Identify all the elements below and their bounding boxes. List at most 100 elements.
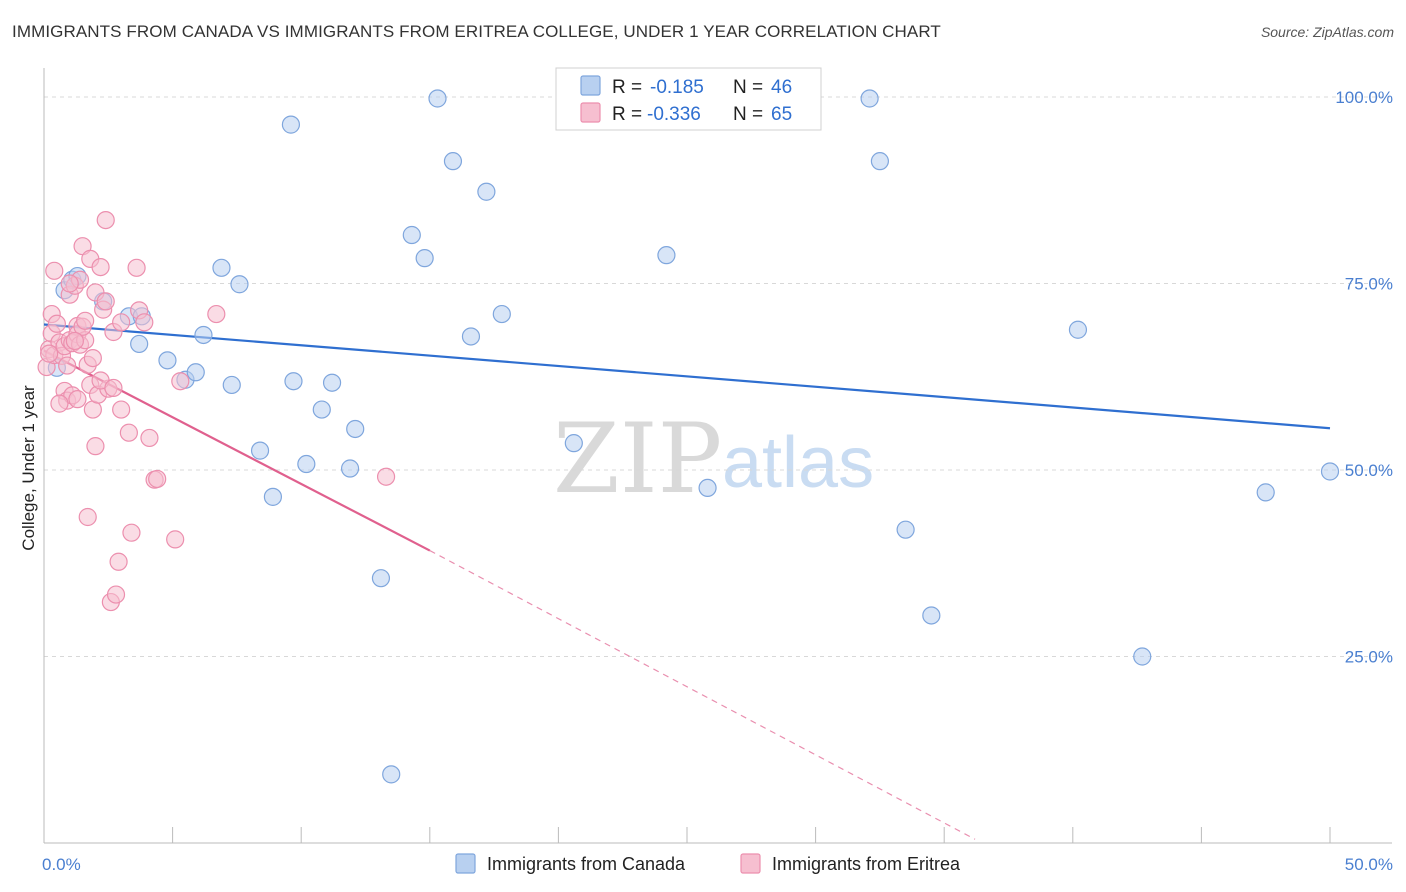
point-canada bbox=[657, 246, 676, 265]
point-canada bbox=[1068, 320, 1088, 339]
legend-r-label-canada: R = bbox=[612, 77, 642, 98]
point-eritrea bbox=[91, 257, 110, 277]
point-canada bbox=[1256, 483, 1275, 502]
series-legend-swatch-eritrea bbox=[740, 853, 761, 874]
point-eritrea bbox=[76, 311, 95, 330]
chart-title: IMMIGRANTS FROM CANADA VS IMMIGRANTS FRO… bbox=[12, 22, 941, 41]
watermark-atlas: atlas bbox=[722, 423, 874, 503]
watermark-zip: ZIP bbox=[553, 403, 722, 515]
point-eritrea bbox=[65, 331, 84, 351]
legend-r-value-eritrea: -0.336 bbox=[647, 104, 701, 125]
point-canada bbox=[698, 478, 717, 498]
point-eritrea bbox=[106, 585, 126, 604]
series-legend-swatch-canada bbox=[455, 853, 476, 874]
trend-lines bbox=[43, 323, 1331, 840]
axes bbox=[43, 68, 1392, 844]
point-canada bbox=[382, 765, 401, 784]
point-eritrea bbox=[166, 530, 185, 549]
point-eritrea bbox=[83, 349, 102, 368]
point-eritrea bbox=[119, 423, 138, 442]
trend-extension-eritrea bbox=[429, 550, 976, 840]
y-axis-label: College, Under 1 year bbox=[19, 385, 38, 551]
legend-r-label-eritrea: R = bbox=[612, 104, 642, 125]
point-canada bbox=[415, 249, 434, 268]
y-tick-label: 75.0% bbox=[1345, 275, 1393, 294]
point-eritrea bbox=[109, 552, 128, 571]
point-eritrea bbox=[96, 210, 115, 230]
point-eritrea bbox=[68, 390, 87, 409]
point-eritrea bbox=[78, 507, 97, 527]
point-canada bbox=[212, 258, 231, 277]
point-eritrea bbox=[45, 261, 64, 280]
x-tick-label: 0.0% bbox=[42, 855, 81, 874]
y-tick-label: 100.0% bbox=[1335, 88, 1393, 107]
point-eritrea bbox=[112, 400, 131, 419]
point-canada bbox=[194, 325, 213, 345]
legend-swatch-eritrea bbox=[580, 102, 601, 123]
point-canada bbox=[312, 400, 331, 419]
data-points bbox=[37, 89, 1340, 784]
point-canada bbox=[1320, 462, 1340, 481]
point-canada bbox=[428, 89, 447, 108]
correlation-legend: R = -0.185 N = 46 R = -0.336 N = 65 bbox=[555, 67, 822, 131]
point-canada bbox=[477, 182, 496, 201]
y-tick-label: 50.0% bbox=[1345, 461, 1393, 480]
point-eritrea bbox=[171, 372, 190, 391]
point-canada bbox=[896, 520, 915, 539]
point-eritrea bbox=[50, 394, 69, 413]
point-canada bbox=[250, 441, 270, 460]
point-canada bbox=[284, 372, 303, 391]
point-eritrea bbox=[140, 428, 159, 448]
point-canada bbox=[263, 487, 283, 506]
source-credit: Source: ZipAtlas.com bbox=[1260, 24, 1394, 40]
point-eritrea bbox=[207, 304, 226, 324]
point-canada bbox=[922, 606, 941, 625]
point-canada bbox=[222, 375, 241, 395]
series-legend: Immigrants from Canada Immigrants from E… bbox=[455, 853, 961, 874]
point-eritrea bbox=[96, 292, 115, 311]
point-canada bbox=[297, 454, 316, 474]
point-canada bbox=[340, 459, 360, 478]
point-eritrea bbox=[104, 378, 123, 398]
point-eritrea bbox=[127, 258, 146, 277]
legend-n-value-eritrea: 65 bbox=[771, 104, 792, 125]
point-canada bbox=[1133, 647, 1152, 666]
point-canada bbox=[461, 327, 481, 346]
point-canada bbox=[443, 152, 463, 171]
point-canada bbox=[402, 225, 421, 245]
point-canada bbox=[346, 419, 365, 439]
series-legend-label-canada: Immigrants from Canada bbox=[487, 854, 686, 874]
point-eritrea bbox=[135, 313, 154, 332]
legend-n-label-eritrea: N = bbox=[733, 104, 763, 125]
point-eritrea bbox=[40, 344, 59, 363]
point-canada bbox=[870, 152, 890, 171]
point-canada bbox=[130, 334, 149, 354]
point-eritrea bbox=[122, 523, 141, 542]
gridlines bbox=[44, 96, 1390, 657]
point-eritrea bbox=[112, 313, 131, 332]
y-tick-label: 25.0% bbox=[1345, 648, 1393, 667]
point-canada bbox=[322, 373, 342, 392]
point-canada bbox=[860, 89, 879, 108]
point-eritrea bbox=[47, 314, 66, 333]
tick-labels: 25.0% 50.0% 75.0% 100.0% 0.0% 50.0% bbox=[42, 88, 1393, 874]
point-eritrea bbox=[148, 469, 167, 489]
point-eritrea bbox=[376, 467, 396, 486]
point-eritrea bbox=[58, 356, 77, 375]
point-eritrea bbox=[86, 437, 105, 456]
legend-n-label-canada: N = bbox=[733, 77, 763, 98]
legend-n-value-canada: 46 bbox=[771, 77, 792, 98]
point-canada bbox=[281, 115, 301, 134]
legend-r-value-canada: -0.185 bbox=[650, 77, 704, 98]
legend-swatch-canada bbox=[580, 75, 601, 96]
x-tick-label: 50.0% bbox=[1345, 855, 1393, 874]
point-canada bbox=[158, 351, 177, 370]
trend-line-canada bbox=[43, 323, 1331, 430]
series-legend-label-eritrea: Immigrants from Eritrea bbox=[772, 854, 961, 874]
point-canada bbox=[230, 275, 249, 294]
point-canada bbox=[371, 569, 391, 588]
point-canada bbox=[492, 304, 511, 324]
point-eritrea bbox=[60, 274, 79, 293]
point-canada bbox=[186, 363, 205, 382]
